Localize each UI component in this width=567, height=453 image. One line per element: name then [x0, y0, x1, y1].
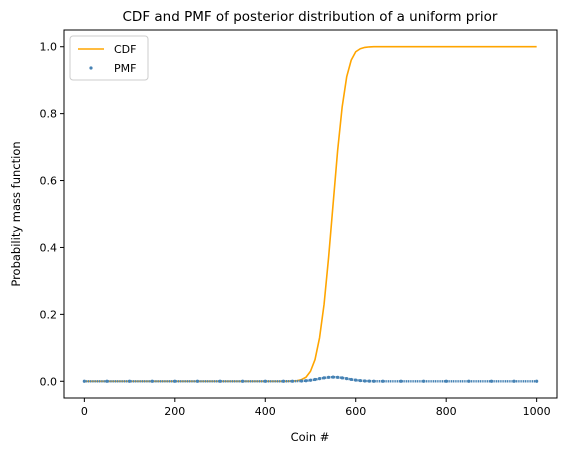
- pmf-series-band: [84, 375, 537, 383]
- x-tick-label: 400: [255, 405, 276, 418]
- x-tick-label: 600: [345, 405, 366, 418]
- y-tick-label: 0.4: [40, 241, 58, 254]
- chart-title: CDF and PMF of posterior distribution of…: [123, 9, 498, 25]
- axis-ticks: 0 200 400 600 800 1000 0.0 0.2 0.4 0.6 0.8 1.0: [40, 41, 551, 418]
- y-tick-label: 0.0: [40, 375, 58, 388]
- x-tick-label: 0: [81, 405, 88, 418]
- legend-swatch-pmf: [89, 66, 93, 70]
- legend: CDF PMF: [69, 35, 149, 81]
- legend-label-cdf: CDF: [114, 43, 136, 56]
- x-tick-label: 800: [436, 405, 457, 418]
- y-tick-label: 1.0: [40, 41, 58, 54]
- y-tick-label: 0.2: [40, 308, 58, 321]
- cdf-series-line: [84, 45, 537, 383]
- y-axis-label: Probability mass function: [9, 141, 23, 286]
- y-tick-label: 0.8: [40, 108, 58, 121]
- plot-area: [82, 45, 539, 383]
- plot-frame: [63, 29, 558, 399]
- legend-box: [69, 35, 149, 81]
- legend-label-pmf: PMF: [114, 62, 136, 75]
- y-tick-label: 0.6: [40, 175, 58, 188]
- x-tick-label: 200: [164, 405, 185, 418]
- x-axis-label: Coin #: [291, 430, 330, 444]
- x-tick-label: 1000: [523, 405, 551, 418]
